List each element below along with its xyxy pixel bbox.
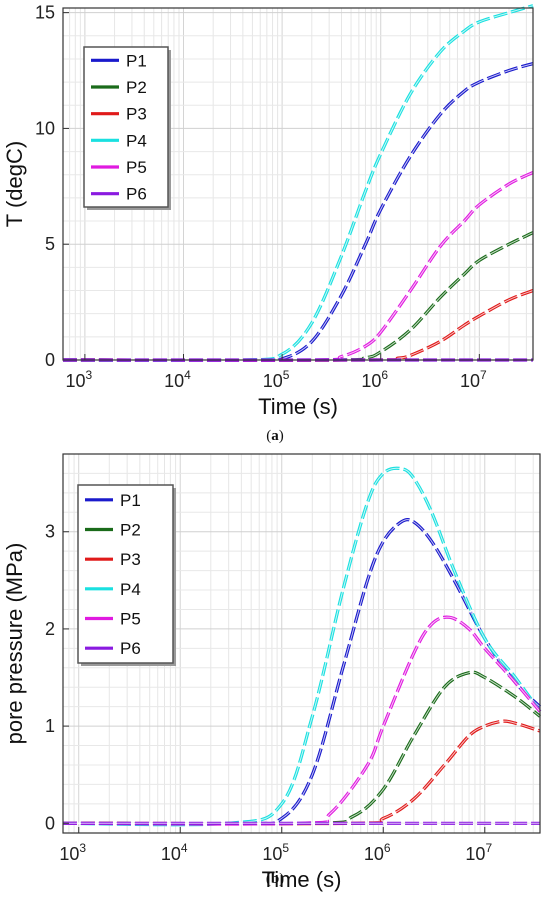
y-tick-label: 0 (45, 350, 55, 370)
y-tick-label: 5 (45, 234, 55, 254)
x-tick-label: 106 (361, 368, 388, 391)
axes-frame (62, 7, 534, 361)
y-tick-label: 3 (45, 522, 55, 542)
x-axis-label: Time (s) (262, 867, 342, 892)
legend-box (77, 484, 174, 664)
x-tick-label: 107 (460, 368, 487, 391)
x-axis-label: Time (s) (258, 394, 338, 419)
legend-label: P2 (126, 78, 147, 97)
legend-label: P4 (126, 131, 147, 150)
axes-frame (62, 453, 541, 834)
y-tick-label: 0 (45, 813, 55, 833)
y-tick-label: 10 (35, 118, 55, 138)
chart-panel-b: 103 104 105 106 107 0 1 2 3 Time (s) pore pressure… (2, 453, 542, 892)
y-axis-label: pore pressure (MPa) (2, 543, 27, 745)
panel-caption: (b) (266, 871, 284, 887)
y-tick-label: 2 (45, 619, 55, 639)
legend-label: P5 (126, 158, 147, 177)
legend-label: P4 (120, 580, 141, 599)
legend-label: P1 (120, 491, 141, 510)
legend-label: P1 (126, 51, 147, 70)
y-tick-label: 15 (35, 3, 55, 23)
series-p4 (62, 466, 542, 827)
x-tick-label: 104 (164, 368, 191, 391)
x-tick-label: 103 (59, 841, 86, 864)
y-tick-label: 1 (45, 716, 55, 736)
legend-label: P2 (120, 521, 141, 540)
legend-box (83, 46, 169, 208)
x-tick-label: 105 (263, 368, 290, 391)
legend-label: P3 (120, 550, 141, 569)
x-tick-label: 104 (161, 841, 188, 864)
panel-caption: (a) (266, 428, 284, 444)
series-line-highlight (62, 467, 541, 826)
legend-label: P6 (120, 639, 141, 658)
x-tick-label: 103 (66, 368, 93, 391)
legend-label: P5 (120, 610, 141, 629)
y-axis-label: T (degC) (2, 141, 27, 227)
legend-label: P6 (126, 185, 147, 204)
legend-label: P3 (126, 105, 147, 124)
legend: P1 P2 P3 P4 P5 P6 (77, 484, 176, 666)
x-tick-label: 107 (465, 841, 492, 864)
x-tick-label: 106 (364, 841, 391, 864)
x-tick-label: 105 (262, 841, 289, 864)
legend: P1 P2 P3 P4 P5 P6 (83, 46, 171, 210)
